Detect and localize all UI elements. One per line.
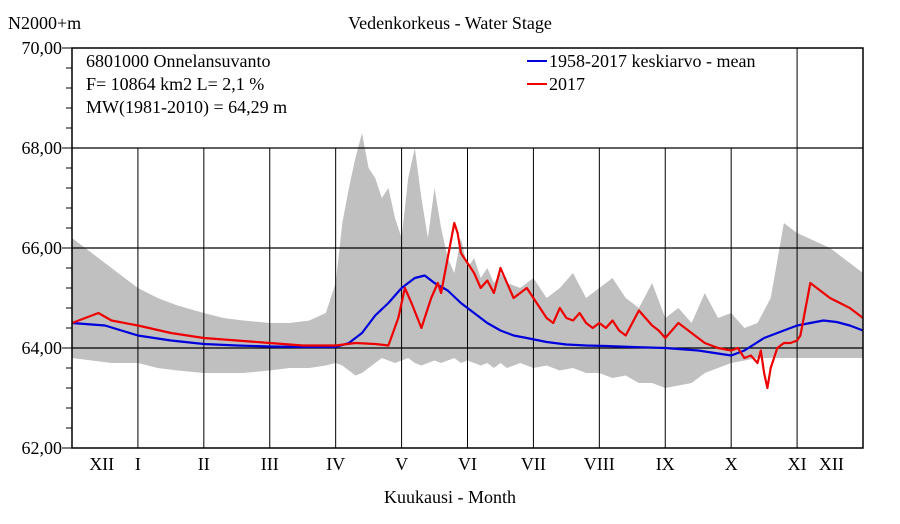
catchment-area: F= 10864 km2 L= 2,1 % xyxy=(86,74,265,94)
frame-layer xyxy=(62,47,864,449)
month-label-4: IV xyxy=(326,454,345,474)
month-label-9: IX xyxy=(656,454,675,474)
legend-label-mean: 1958-2017 keskiarvo - mean xyxy=(549,50,756,71)
month-label-7: VII xyxy=(521,454,546,474)
month-label-3: III xyxy=(261,454,279,474)
mean-water-level: MW(1981-2010) = 64,29 m xyxy=(86,97,288,117)
legend-swatch-2017 xyxy=(527,83,547,85)
month-label-6: VI xyxy=(458,454,477,474)
y-axis-unit-label: N2000+m xyxy=(8,13,82,33)
series-line-1 xyxy=(71,221,864,390)
month-label-12: XII xyxy=(819,454,844,474)
y-tick-label-4: 70,00 xyxy=(22,38,63,58)
legend-swatch-mean xyxy=(527,60,547,62)
series-line-0 xyxy=(71,274,864,357)
month-label-10: X xyxy=(725,454,738,474)
legend-entry-2017: 2017 xyxy=(527,74,585,94)
chart-title: Vedenkorkeus - Water Stage xyxy=(348,13,552,33)
month-label-2: II xyxy=(198,454,210,474)
month-label-1: I xyxy=(135,454,141,474)
y-tick-label-3: 68,00 xyxy=(22,138,63,158)
month-label-11: XI xyxy=(788,454,807,474)
month-label-5: V xyxy=(395,454,408,474)
y-tick-label-0: 62,00 xyxy=(22,438,63,458)
x-axis-title: Kuukausi - Month xyxy=(384,487,516,507)
y-tick-label-2: 66,00 xyxy=(22,238,63,258)
station-name: 6801000 Onnelansuvanto xyxy=(86,51,271,71)
month-label-8: VIII xyxy=(584,454,615,474)
y-tick-label-1: 64,00 xyxy=(22,338,63,358)
month-label-0: XII xyxy=(89,454,114,474)
series-layer xyxy=(71,221,864,390)
legend-entry-mean: 1958-2017 keskiarvo - mean xyxy=(527,51,755,71)
legend-label-2017: 2017 xyxy=(549,73,585,94)
